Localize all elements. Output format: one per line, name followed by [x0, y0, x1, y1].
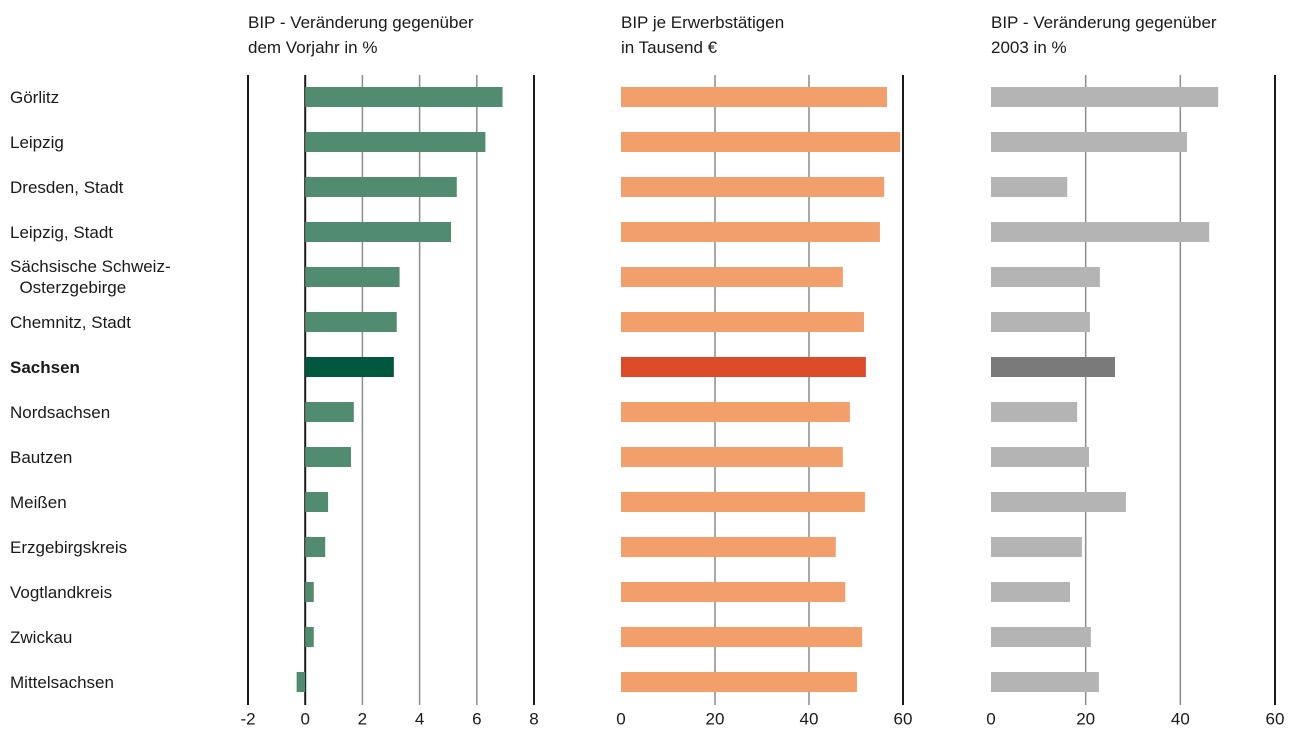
bar: [991, 402, 1078, 422]
panel-title: BIP je Erwerbstätigen in Tausend €: [621, 13, 785, 57]
category-label: Meißen: [10, 492, 67, 512]
bar: [991, 672, 1099, 692]
x-tick-label: 4: [415, 709, 424, 728]
bar: [305, 537, 326, 557]
bar: [991, 582, 1071, 602]
category-label: Zwickau: [10, 627, 73, 647]
bar: [621, 87, 888, 107]
bar: [305, 402, 354, 422]
category-label: Bautzen: [10, 447, 73, 467]
bar: [305, 222, 452, 242]
bar: [305, 312, 397, 332]
bar: [621, 402, 850, 422]
category-label: Vogtlandkreis: [10, 582, 113, 602]
x-tick-label: 20: [1076, 709, 1095, 728]
category-label: Erzgebirgskreis: [10, 537, 128, 557]
category-label: Nordsachsen: [10, 402, 111, 422]
x-tick-label: 40: [800, 709, 819, 728]
category-label: Dresden, Stadt: [10, 177, 124, 197]
bar: [305, 267, 400, 287]
bar: [621, 312, 864, 332]
bar: [305, 492, 329, 512]
bar: [305, 177, 457, 197]
category-label: Sächsische Schweiz- Osterzgebirge: [10, 257, 171, 297]
bar: [621, 222, 880, 242]
x-tick-label: 2: [358, 709, 367, 728]
bar: [621, 537, 836, 557]
bar: [991, 222, 1210, 242]
x-tick-label: 60: [1266, 709, 1285, 728]
bar: [991, 537, 1082, 557]
bar: [991, 357, 1116, 377]
x-tick-label: 0: [300, 709, 309, 728]
bar: [305, 132, 486, 152]
bar: [296, 672, 306, 692]
bar: [991, 132, 1187, 152]
bar: [991, 87, 1219, 107]
bar: [991, 447, 1089, 467]
category-label: Leipzig: [10, 132, 64, 152]
bar: [621, 357, 866, 377]
bar: [621, 267, 843, 287]
bar: [305, 582, 314, 602]
x-tick-label: 8: [529, 709, 538, 728]
x-tick-label: -2: [240, 709, 255, 728]
category-label: Mittelsachsen: [10, 672, 114, 692]
x-tick-label: 20: [706, 709, 725, 728]
panel-title: BIP - Veränderung gegenüber dem Vorjahr …: [248, 13, 474, 57]
category-label: Sachsen: [10, 357, 80, 377]
bar: [305, 87, 503, 107]
panel-title: BIP - Veränderung gegenüber 2003 in %: [991, 13, 1217, 57]
bar: [621, 627, 863, 647]
x-tick-label: 6: [472, 709, 481, 728]
bar: [305, 627, 314, 647]
bar: [621, 132, 901, 152]
bar: [991, 267, 1100, 287]
x-tick-label: 0: [986, 709, 995, 728]
bar: [621, 582, 846, 602]
bar: [305, 447, 351, 467]
bar: [305, 357, 394, 377]
bar: [621, 672, 857, 692]
bar: [991, 177, 1068, 197]
category-label: Leipzig, Stadt: [10, 222, 114, 242]
bar: [991, 492, 1126, 512]
bar: [621, 447, 843, 467]
bar: [621, 492, 865, 512]
bar: [621, 177, 885, 197]
x-tick-label: 0: [616, 709, 625, 728]
category-label: Görlitz: [10, 87, 60, 107]
bar: [991, 627, 1091, 647]
category-label: Chemnitz, Stadt: [10, 312, 131, 332]
x-tick-label: 60: [894, 709, 913, 728]
bar: [991, 312, 1090, 332]
x-tick-label: 40: [1171, 709, 1190, 728]
